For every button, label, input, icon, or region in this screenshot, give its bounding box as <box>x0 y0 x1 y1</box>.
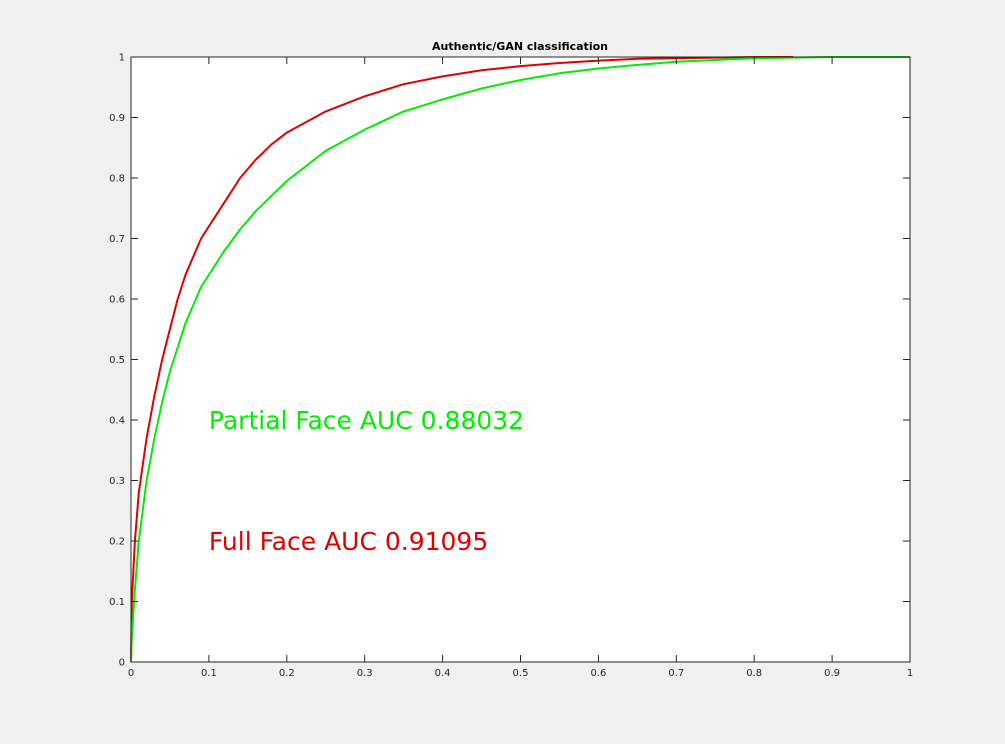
annotation-text: Partial Face AUC 0.88032 <box>209 406 524 435</box>
y-tick-label: 0.5 <box>109 355 125 366</box>
x-tick-label: 0.3 <box>357 668 373 679</box>
y-tick-label: 0.6 <box>109 295 125 306</box>
y-tick-labels: 0 0.1 0.2 0.3 0.4 0.5 0.6 0.7 0.8 0.9 1 <box>109 53 125 669</box>
x-tick-label: 0.8 <box>746 668 762 679</box>
x-tick-label: 0.2 <box>279 668 295 679</box>
y-tick-label: 0.1 <box>109 597 125 608</box>
y-tick-label: 0.2 <box>109 537 125 548</box>
tick-marks <box>130 56 911 663</box>
plot-area <box>131 57 910 662</box>
y-tick-label: 0.4 <box>109 416 125 427</box>
x-tick-label: 0.4 <box>435 668 451 679</box>
series-line-1 <box>130 56 910 663</box>
x-tick-label: 0.7 <box>668 668 684 679</box>
y-tick-label: 0.3 <box>109 476 125 487</box>
y-tick-label: 0.9 <box>109 113 125 124</box>
y-tick-label: 0.7 <box>109 234 125 245</box>
x-tick-label: 0.5 <box>513 668 529 679</box>
x-tick-label: 0.9 <box>824 668 840 679</box>
annotations: Partial Face AUC 0.88032 Full Face AUC 0.… <box>209 406 524 556</box>
x-tick-label: 0.6 <box>590 668 606 679</box>
y-tick-label: 0 <box>119 658 125 669</box>
y-tick-label: 0.8 <box>109 174 125 185</box>
x-tick-label: 1 <box>907 668 913 679</box>
x-tick-labels: 0 0.1 0.2 0.3 0.4 0.5 0.6 0.7 0.8 0.9 1 <box>128 668 913 679</box>
chart-title: Authentic/GAN classification <box>432 40 608 53</box>
annotation-text: Full Face AUC 0.91095 <box>209 527 488 556</box>
x-tick-label: 0 <box>128 668 134 679</box>
y-tick-label: 1 <box>119 53 125 64</box>
x-tick-label: 0.1 <box>201 668 217 679</box>
